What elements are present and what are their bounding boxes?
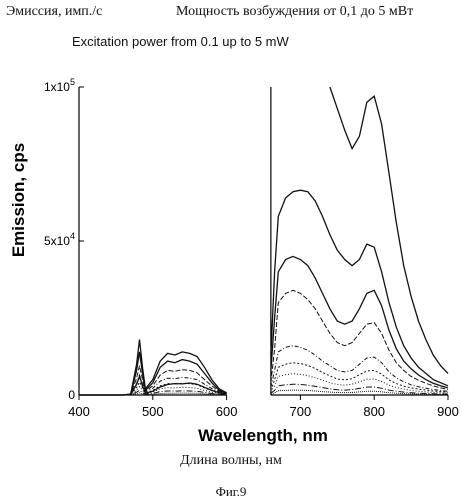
emission-series-line xyxy=(79,255,449,396)
series-layer xyxy=(79,86,449,396)
russian-power-header: Мощность возбуждения от 0,1 до 5 мВт xyxy=(176,4,414,19)
x-tick-label: 600 xyxy=(216,404,238,419)
emission-series-line xyxy=(79,383,449,396)
emission-series-line xyxy=(79,86,449,396)
figure-caption: Фиг.9 xyxy=(215,484,247,499)
y-tick-label: 0 xyxy=(68,388,75,402)
axes-layer: 400 500 600 700 800 900 0 5x104 1x105 xyxy=(44,77,459,419)
y-axis-label: Emission, cps xyxy=(9,143,28,257)
emission-series-line xyxy=(79,362,449,396)
emission-series-line xyxy=(79,345,449,396)
emission-series-line xyxy=(79,389,449,396)
x-tick-label: 900 xyxy=(437,404,459,419)
emission-series-line xyxy=(79,289,449,396)
russian-x-axis-label: Длина волны, нм xyxy=(180,453,282,468)
russian-emission-header: Эмиссия, имп./с xyxy=(6,4,103,19)
x-tick-label: 500 xyxy=(142,404,164,419)
chart-title: Excitation power from 0.1 up to 5 mW xyxy=(72,34,289,49)
emission-series-line xyxy=(79,373,449,396)
emission-series-line xyxy=(79,189,449,396)
y-tick-label: 5x104 xyxy=(44,231,75,248)
x-tick-label: 700 xyxy=(290,404,312,419)
x-axis-label: Wavelength, nm xyxy=(198,426,328,445)
x-tick-label: 800 xyxy=(363,404,385,419)
y-tick-label: 1x105 xyxy=(44,77,75,94)
x-tick-label: 400 xyxy=(68,404,90,419)
